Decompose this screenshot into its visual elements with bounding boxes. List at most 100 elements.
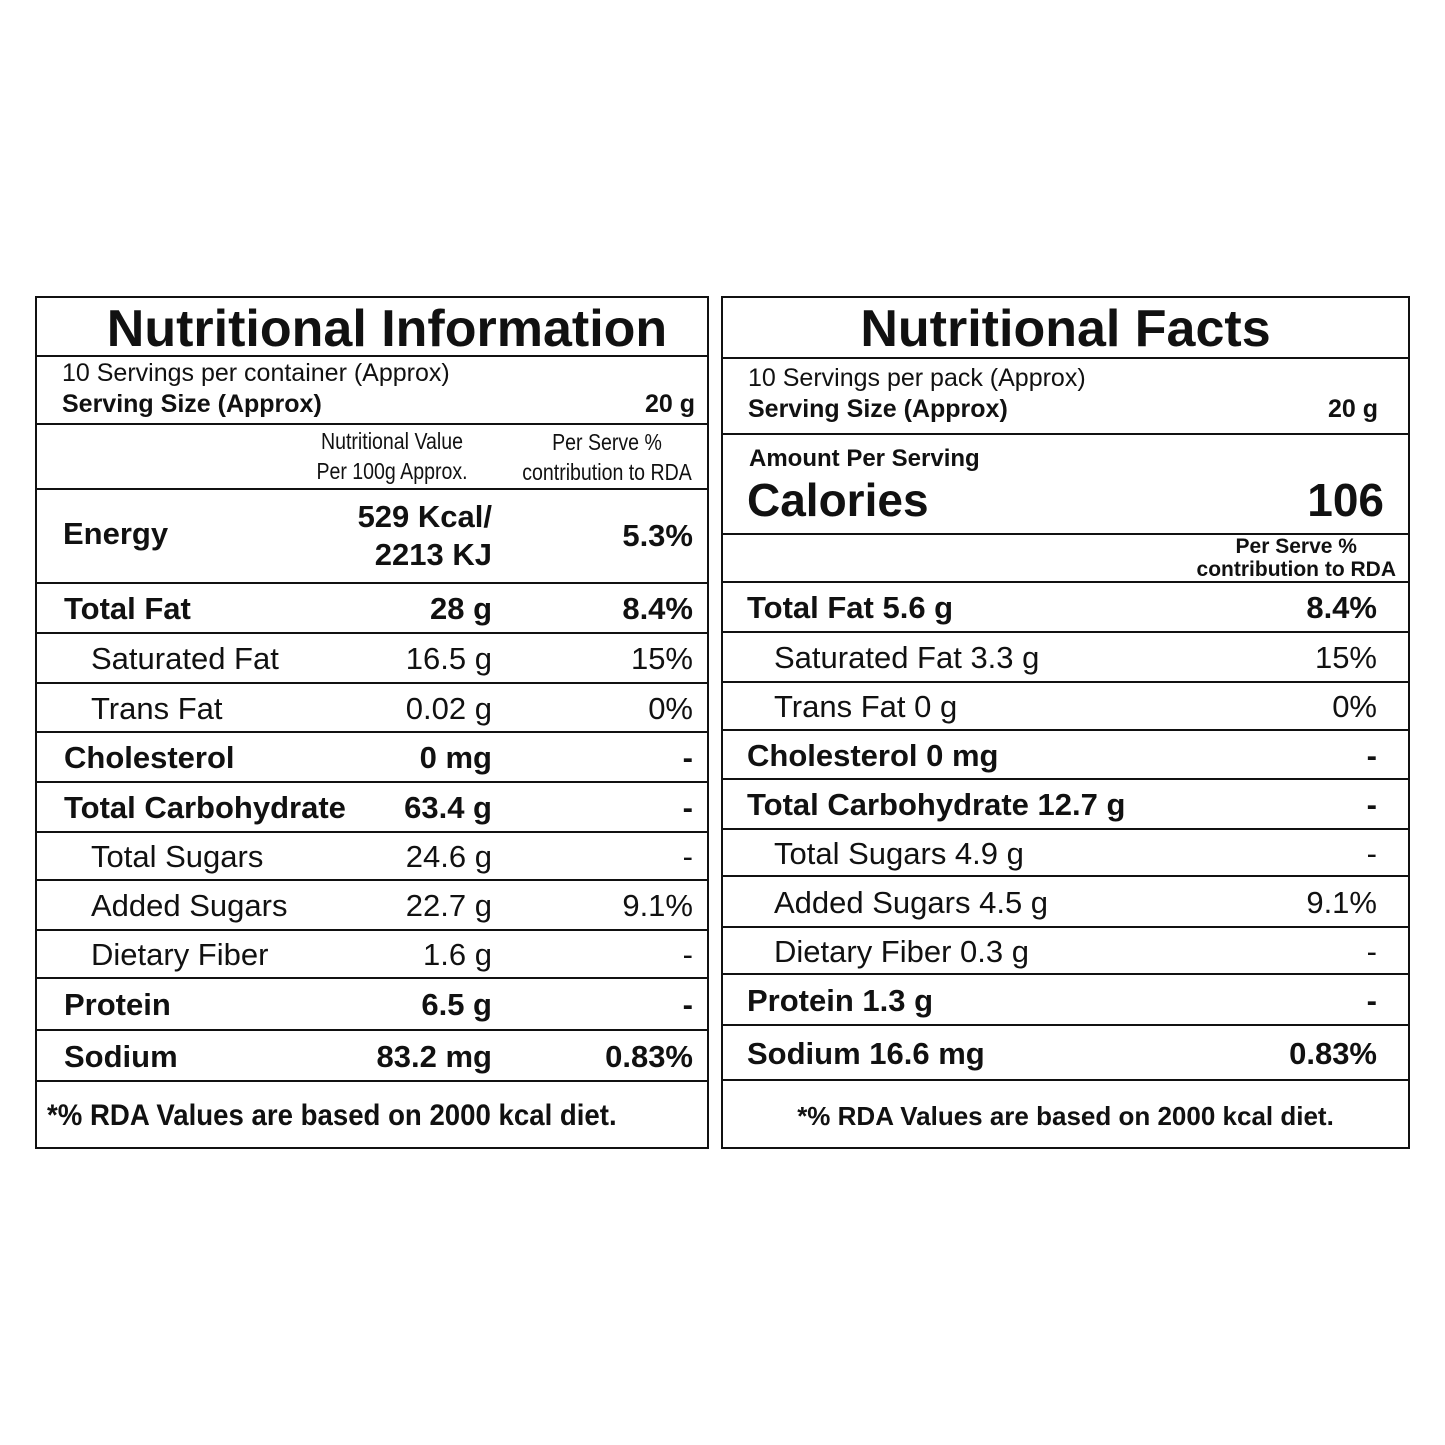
energy-label: Energy — [63, 516, 169, 551]
sodium-value: 83.2 mg — [376, 1039, 492, 1074]
protein-g-fact-label: Protein 1.3 g — [747, 983, 934, 1018]
left-title: Nutritional Information — [106, 300, 668, 358]
right-rda-column-header: Per Serve % contribution to RDA — [1196, 535, 1396, 581]
added-sugars-g-fact-rda: 9.1% — [1306, 885, 1377, 920]
left-serving-size-label: Serving Size (Approx) — [62, 390, 322, 418]
total-carbohydrate-value: 63.4 g — [404, 790, 492, 825]
sodium-rda: 0.83% — [605, 1039, 693, 1074]
left-nutrient-row: Total Carbohydrate 63.4 g - — [37, 783, 707, 833]
trans-fat-g-fact-label: Trans Fat 0 g — [774, 689, 958, 724]
right-nutrient-row: Dietary Fiber 0.3 g - — [723, 928, 1408, 975]
total-fat-g-fact-label: Total Fat 5.6 g — [747, 590, 954, 625]
left-footnote: *% RDA Values are based on 2000 kcal die… — [47, 1099, 617, 1132]
protein-rda: - — [682, 987, 693, 1022]
right-nutrient-row: Total Carbohydrate 12.7 g - — [723, 780, 1408, 830]
right-nutrient-row: Total Sugars 4.9 g - — [723, 830, 1408, 877]
total-fat-value: 28 g — [429, 591, 492, 626]
right-serving-size-value: 20 g — [1327, 395, 1378, 423]
total-sugars-value: 24.6 g — [405, 839, 492, 874]
left-nutrient-row: Dietary Fiber 1.6 g - — [37, 931, 707, 979]
nutritional-facts-panel: Nutritional Facts 10 Servings per pack (… — [721, 296, 1410, 1149]
dietary-fiber-value: 1.6 g — [423, 937, 492, 972]
dietary-fiber-label: Dietary Fiber — [91, 937, 269, 972]
right-nutrient-row: Trans Fat 0 g 0% — [723, 683, 1408, 731]
left-serving-row: 10 Servings per container (Approx) Servi… — [37, 357, 707, 425]
right-nutrient-row: Sodium 16.6 mg 0.83% — [723, 1026, 1408, 1081]
energy-value: 529 Kcal/ 2213 KJ — [357, 499, 492, 572]
added-sugars-label: Added Sugars — [91, 888, 288, 923]
saturated-fat-rda: 15% — [630, 641, 693, 676]
saturated-fat-g-fact-rda: 15% — [1314, 640, 1377, 675]
dietary-fiber-g-fact-rda: - — [1366, 934, 1377, 969]
right-nutrient-row: Protein 1.3 g - — [723, 975, 1408, 1026]
total-sugars-g-fact-rda: - — [1366, 836, 1377, 871]
trans-fat-value: 0.02 g — [405, 691, 492, 726]
added-sugars-rda: 9.1% — [622, 888, 693, 923]
right-nutrient-row: Total Fat 5.6 g 8.4% — [723, 583, 1408, 633]
calories-row: Amount Per Serving Calories 106 — [723, 435, 1408, 535]
left-column-header-row: Nutritional Value Per 100g Approx. Per S… — [37, 425, 707, 490]
right-column-header-row: Per Serve % contribution to RDA — [723, 535, 1408, 583]
right-nutrient-row: Saturated Fat 3.3 g 15% — [723, 633, 1408, 683]
calories-label: Calories — [747, 474, 929, 526]
calories-value: 106 — [1307, 474, 1384, 526]
right-footnote: *% RDA Values are based on 2000 kcal die… — [797, 1101, 1334, 1131]
cholesterol-mg-fact-label: Cholesterol 0 mg — [747, 738, 999, 773]
right-serving-row: 10 Servings per pack (Approx) Serving Si… — [723, 359, 1408, 435]
sodium-mg-fact-rda: 0.83% — [1289, 1036, 1377, 1071]
left-energy-row: Energy 529 Kcal/ 2213 KJ 5.3% — [37, 490, 707, 584]
sodium-label: Sodium — [64, 1039, 178, 1074]
trans-fat-g-fact-rda: 0% — [1332, 689, 1377, 724]
dietary-fiber-rda: - — [682, 937, 693, 972]
added-sugars-g-fact-label: Added Sugars 4.5 g — [774, 885, 1049, 920]
trans-fat-rda: 0% — [648, 691, 693, 726]
left-footnote-row: *% RDA Values are based on 2000 kcal die… — [37, 1082, 707, 1149]
sodium-mg-fact-label: Sodium 16.6 mg — [747, 1036, 985, 1071]
trans-fat-label: Trans Fat — [91, 691, 223, 726]
right-title-row: Nutritional Facts — [723, 298, 1408, 359]
right-nutrient-row: Cholesterol 0 mg - — [723, 731, 1408, 780]
right-footnote-row: *% RDA Values are based on 2000 kcal die… — [723, 1081, 1408, 1149]
amount-per-serving: Amount Per Serving — [749, 445, 980, 472]
right-servings-text: 10 Servings per pack (Approx) — [748, 364, 1086, 392]
nutritional-information-panel: Nutritional Information 10 Servings per … — [35, 296, 709, 1149]
protein-value: 6.5 g — [421, 987, 492, 1022]
protein-label: Protein — [64, 987, 171, 1022]
left-nutrient-row: Trans Fat 0.02 g 0% — [37, 684, 707, 733]
left-nutrient-row: Total Fat 28 g 8.4% — [37, 584, 707, 634]
total-sugars-g-fact-label: Total Sugars 4.9 g — [774, 836, 1024, 871]
saturated-fat-g-fact-label: Saturated Fat 3.3 g — [774, 640, 1040, 675]
left-nutrient-row: Added Sugars 22.7 g 9.1% — [37, 881, 707, 931]
total-carbohydrate-g-fact-rda: - — [1366, 787, 1377, 822]
total-carbohydrate-label: Total Carbohydrate — [64, 790, 346, 825]
left-nutrient-row: Sodium 83.2 mg 0.83% — [37, 1031, 707, 1082]
left-nutrient-row: Saturated Fat 16.5 g 15% — [37, 634, 707, 684]
cholesterol-rda: - — [682, 740, 693, 775]
energy-rda: 5.3% — [622, 518, 693, 553]
saturated-fat-value: 16.5 g — [405, 641, 492, 676]
protein-g-fact-rda: - — [1366, 983, 1377, 1018]
cholesterol-label: Cholesterol — [64, 740, 235, 775]
total-sugars-label: Total Sugars — [91, 839, 264, 874]
left-nutrient-row: Total Sugars 24.6 g - — [37, 833, 707, 881]
right-nutrient-row: Added Sugars 4.5 g 9.1% — [723, 877, 1408, 928]
left-rda-column-header: Per Serve % contribution to RDA — [522, 429, 692, 485]
cholesterol-mg-fact-rda: - — [1366, 738, 1377, 773]
right-serving-size-label: Serving Size (Approx) — [748, 395, 1008, 423]
saturated-fat-label: Saturated Fat — [91, 641, 279, 676]
total-carbohydrate-g-fact-label: Total Carbohydrate 12.7 g — [747, 787, 1126, 822]
left-serving-size-value: 20 g — [644, 390, 695, 418]
total-carbohydrate-rda: - — [682, 790, 693, 825]
added-sugars-value: 22.7 g — [405, 888, 492, 923]
total-fat-g-fact-rda: 8.4% — [1306, 590, 1377, 625]
total-fat-label: Total Fat — [64, 591, 191, 626]
dietary-fiber-g-fact-label: Dietary Fiber 0.3 g — [774, 934, 1029, 969]
left-value-column-header: Nutritional Value Per 100g Approx. — [316, 428, 468, 484]
left-nutrient-row: Protein 6.5 g - — [37, 979, 707, 1031]
cholesterol-value: 0 mg — [419, 740, 492, 775]
right-title: Nutritional Facts — [860, 300, 1271, 358]
total-sugars-rda: - — [682, 839, 693, 874]
left-title-row: Nutritional Information — [37, 298, 707, 358]
left-servings-text: 10 Servings per container (Approx) — [62, 359, 450, 387]
left-nutrient-row: Cholesterol 0 mg - — [37, 733, 707, 783]
